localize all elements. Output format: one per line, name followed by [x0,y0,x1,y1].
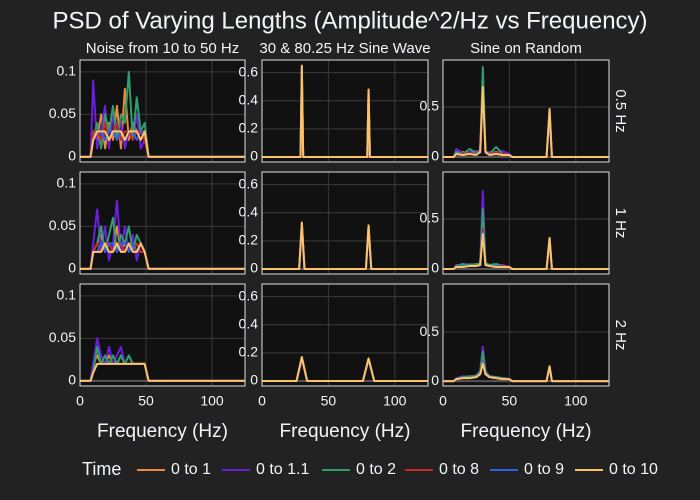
y-tick-label: 0.1 [57,287,77,303]
x-tick-label: 0 [76,393,84,409]
y-tick-label: 0.2 [239,344,259,360]
y-tick-label: 0 [68,260,76,276]
plot-frame [442,59,610,163]
x-axis-label: Frequency (Hz) [97,421,228,442]
y-tick-label: 0.6 [239,63,259,79]
series-line [262,221,428,270]
y-tick-label: 0.6 [239,175,259,191]
y-tick-label: 0 [250,260,258,276]
y-tick-label: 0.05 [49,105,76,121]
plot-area [262,172,428,274]
y-tick-label: 0 [431,148,439,164]
plot-frame [442,171,610,275]
x-tick-label: 100 [564,393,588,409]
legend-title: Time [82,459,121,479]
row-label: 0.5 Hz [612,89,629,132]
plot-frame [79,171,246,275]
y-tick-label: 0 [250,372,258,388]
x-axis-label: Frequency (Hz) [280,421,411,442]
plot-area [443,172,609,274]
plot-area [443,284,609,386]
y-tick-label: 0 [68,372,76,388]
y-tick-label: 0.1 [57,63,77,79]
y-tick-label: 0 [68,148,76,164]
series-line [443,233,609,270]
series-line [443,86,609,158]
x-tick-label: 100 [200,393,224,409]
series-line [262,64,428,158]
y-tick-label: 0.05 [49,217,76,233]
column-title: Sine on Random [470,40,582,57]
plot-area [262,284,428,386]
legend-label: 0 to 1 [171,461,211,478]
plot-area [80,284,245,386]
y-tick-label: 0 [250,148,258,164]
y-tick-label: 0.4 [239,203,259,219]
legend-label: 0 to 10 [609,461,658,478]
x-tick-label: 0 [258,393,266,409]
y-tick-label: 0.2 [239,232,259,248]
x-tick-label: 50 [138,393,154,409]
x-tick-label: 100 [383,393,407,409]
series-line [80,242,245,270]
plot-lines [443,190,609,270]
plot-lines [80,70,245,158]
plot-area [262,60,428,162]
plot-lines [80,199,245,270]
plot-frame [261,171,429,275]
plot-lines [443,66,609,158]
y-tick-label: 0 [431,260,439,276]
y-tick-label: 0.4 [239,315,259,331]
legend-label: 0 to 9 [524,461,564,478]
series-line [80,362,245,382]
plot-lines [262,221,428,270]
x-axis-label: Frequency (Hz) [461,421,592,442]
y-tick-label: 0.2 [239,120,259,136]
series-line [443,362,609,383]
y-tick-label: 0.5 [420,98,440,114]
plot-frame [261,283,429,387]
chart-title: PSD of Varying Lengths (Amplitude^2/Hz v… [52,7,647,34]
y-tick-label: 0.05 [49,329,76,345]
column-title: 30 & 80.25 Hz Sine Wave [259,40,430,57]
plot-frame [261,59,429,163]
y-tick-label: 0.1 [57,175,77,191]
legend-label: 0 to 8 [439,461,479,478]
x-tick-label: 50 [321,393,337,409]
y-tick-label: 0.6 [239,287,259,303]
y-tick-label: 0.5 [420,323,440,339]
legend-label: 0 to 2 [356,461,396,478]
legend-label: 0 to 1.1 [256,461,309,478]
plot-lines [262,64,428,158]
plot-frame [79,59,246,163]
plot-lines [443,345,609,383]
row-label: 1 Hz [612,208,629,239]
plot-area [80,172,245,274]
x-tick-label: 50 [502,393,518,409]
series-line [80,242,245,270]
plot-lines [80,337,245,382]
y-tick-label: 0.4 [239,91,259,107]
y-tick-label: 0.5 [420,210,440,226]
y-tick-label: 0 [431,372,439,388]
series-line [80,130,245,158]
column-title: Noise from 10 to 50 Hz [86,40,239,57]
series-line [262,356,428,382]
plot-area [80,60,245,162]
plot-frame [79,283,246,387]
plot-frame [442,283,610,387]
x-tick-label: 0 [439,393,447,409]
plot-lines [262,356,428,382]
row-label: 2 Hz [612,320,629,351]
plot-area [443,60,609,162]
